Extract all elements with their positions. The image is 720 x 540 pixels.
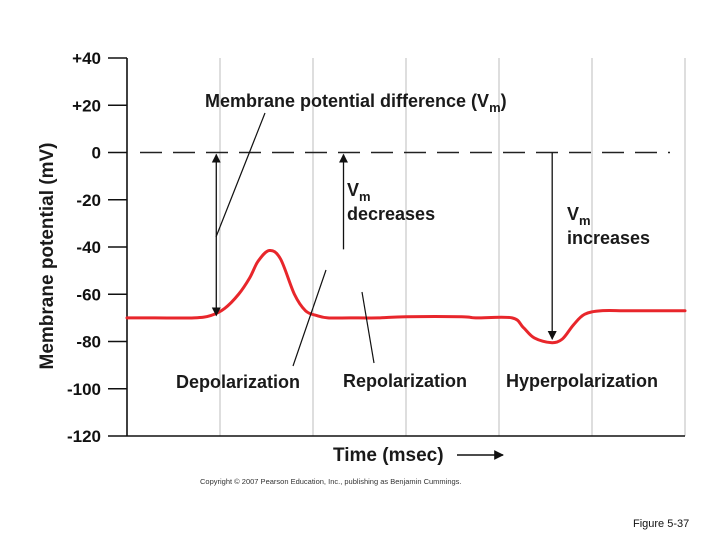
annotation-vm-increases: Vm bbox=[567, 204, 591, 228]
membrane-potential-trace bbox=[125, 248, 687, 345]
leader-depolarization bbox=[292, 269, 327, 367]
y-ticks: +40 +20 0 -20 -40 -60 -80 -100 -120 bbox=[67, 49, 127, 446]
y-tick-label: -20 bbox=[76, 191, 101, 210]
annotation-vm-decreases: Vm bbox=[347, 180, 371, 204]
y-tick-label: -100 bbox=[67, 380, 101, 399]
copyright-text: Copyright © 2007 Pearson Education, Inc.… bbox=[200, 477, 462, 486]
annotation-membrane-potential-difference: Membrane potential difference (Vm) bbox=[205, 91, 507, 115]
leader-potential-difference bbox=[215, 112, 266, 238]
y-tick-label: 0 bbox=[92, 144, 101, 163]
y-tick-label: +40 bbox=[72, 49, 101, 68]
y-tick-label: +20 bbox=[72, 96, 101, 115]
grid-lines bbox=[219, 58, 686, 436]
annotation-hyperpolarization: Hyperpolarization bbox=[506, 371, 658, 391]
y-tick-label: -60 bbox=[76, 285, 101, 304]
figure-label: Figure 5-37 bbox=[633, 518, 689, 530]
annotation-repolarization: Repolarization bbox=[343, 371, 467, 391]
annotation-depolarization: Depolarization bbox=[176, 372, 300, 392]
leader-repolarization bbox=[361, 291, 375, 364]
annotation-vm-decreases-text: decreases bbox=[347, 204, 435, 224]
y-tick-label: -80 bbox=[76, 333, 101, 352]
y-tick-label: -120 bbox=[67, 427, 101, 446]
x-axis-label: Time (msec) bbox=[333, 445, 444, 466]
y-tick-label: -40 bbox=[76, 238, 101, 257]
y-axis-label: Membrane potential (mV) bbox=[37, 143, 58, 370]
annotation-vm-increases-text: increases bbox=[567, 228, 650, 248]
